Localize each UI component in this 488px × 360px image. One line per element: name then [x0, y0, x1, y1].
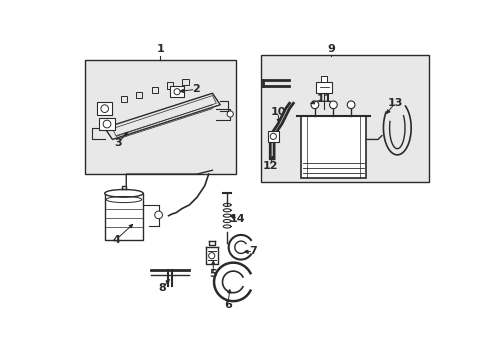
Text: 14: 14 [230, 214, 245, 224]
Text: 3: 3 [114, 138, 122, 148]
Circle shape [226, 111, 233, 117]
Bar [170, 86, 183, 97]
Text: 7: 7 [249, 246, 257, 256]
Circle shape [174, 89, 180, 95]
Bar [261, 55, 428, 182]
Circle shape [329, 101, 337, 109]
Text: 5: 5 [209, 269, 217, 279]
Circle shape [270, 133, 276, 139]
Bar [97, 103, 112, 115]
Text: 1: 1 [156, 44, 163, 54]
Circle shape [208, 253, 214, 259]
Text: 12: 12 [262, 161, 278, 171]
Circle shape [346, 101, 354, 109]
Bar [321, 76, 326, 82]
Text: 13: 13 [386, 98, 402, 108]
Circle shape [101, 105, 108, 112]
Bar [316, 82, 331, 93]
Text: 6: 6 [224, 300, 231, 310]
Text: 10: 10 [270, 108, 285, 117]
Text: 8: 8 [158, 283, 166, 293]
Text: 11: 11 [316, 94, 331, 104]
Circle shape [310, 101, 318, 109]
Bar [104, 193, 143, 239]
Circle shape [154, 211, 162, 219]
Bar [301, 116, 366, 178]
Bar [85, 60, 235, 174]
Text: 9: 9 [326, 44, 334, 54]
Ellipse shape [104, 189, 143, 197]
Circle shape [103, 120, 111, 128]
Text: 2: 2 [191, 84, 199, 94]
Bar [267, 131, 278, 142]
Text: 4: 4 [112, 235, 120, 244]
Bar [99, 118, 115, 130]
